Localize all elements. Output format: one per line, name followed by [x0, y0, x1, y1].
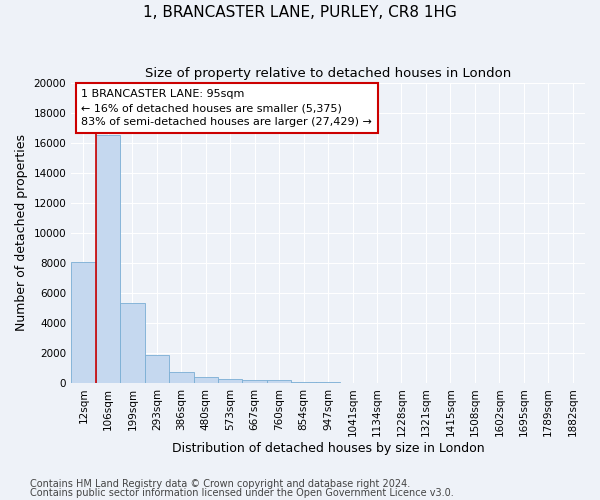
Bar — [169, 372, 194, 383]
Bar — [95, 135, 120, 383]
Text: Contains HM Land Registry data © Crown copyright and database right 2024.: Contains HM Land Registry data © Crown c… — [30, 479, 410, 489]
Bar — [194, 378, 218, 383]
Bar — [292, 382, 316, 383]
Bar — [71, 262, 95, 383]
X-axis label: Distribution of detached houses by size in London: Distribution of detached houses by size … — [172, 442, 484, 455]
Y-axis label: Number of detached properties: Number of detached properties — [15, 134, 28, 332]
Bar — [316, 382, 340, 383]
Bar — [120, 304, 145, 383]
Text: 1, BRANCASTER LANE, PURLEY, CR8 1HG: 1, BRANCASTER LANE, PURLEY, CR8 1HG — [143, 5, 457, 20]
Bar — [267, 380, 292, 383]
Title: Size of property relative to detached houses in London: Size of property relative to detached ho… — [145, 68, 511, 80]
Bar — [218, 379, 242, 383]
Bar — [145, 355, 169, 383]
Text: Contains public sector information licensed under the Open Government Licence v3: Contains public sector information licen… — [30, 488, 454, 498]
Text: 1 BRANCASTER LANE: 95sqm
← 16% of detached houses are smaller (5,375)
83% of sem: 1 BRANCASTER LANE: 95sqm ← 16% of detach… — [82, 89, 373, 127]
Bar — [242, 380, 267, 383]
